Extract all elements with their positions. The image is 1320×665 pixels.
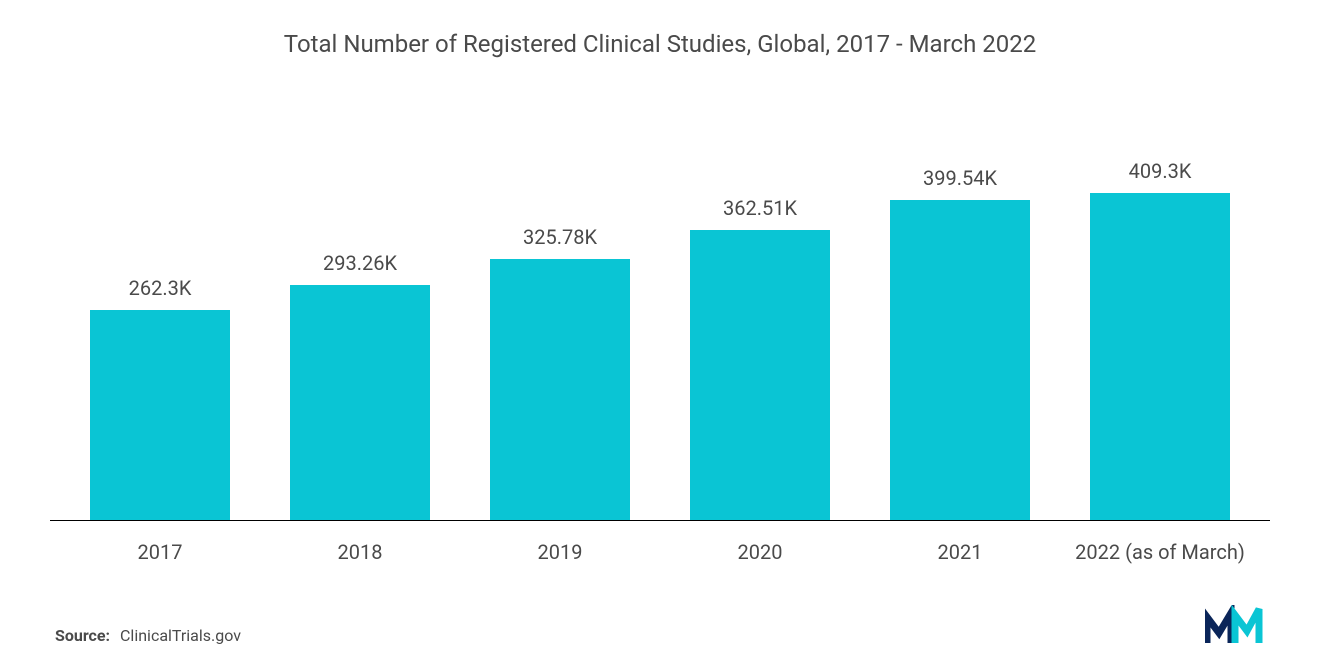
bar xyxy=(1090,193,1230,520)
bar xyxy=(290,285,430,520)
source-citation: Source: ClinicalTrials.gov xyxy=(55,626,241,645)
x-axis-label: 2020 xyxy=(660,531,860,565)
brand-logo-icon xyxy=(1205,605,1265,645)
bar-group: 325.78K xyxy=(460,118,660,520)
source-label: Source: xyxy=(55,626,110,645)
source-value: ClinicalTrials.gov xyxy=(120,626,241,645)
x-axis-label: 2017 xyxy=(60,531,260,565)
chart-footer: Source: ClinicalTrials.gov xyxy=(50,605,1270,645)
chart-container: Total Number of Registered Clinical Stud… xyxy=(0,0,1320,665)
x-axis-label: 2018 xyxy=(260,531,460,565)
bar-value-label: 399.54K xyxy=(923,166,997,190)
bar-group: 293.26K xyxy=(260,118,460,520)
bar xyxy=(890,200,1030,520)
x-axis-label: 2021 xyxy=(860,531,1060,565)
bar-value-label: 325.78K xyxy=(523,225,597,249)
bar xyxy=(490,259,630,520)
x-axis-label: 2022 (as of March) xyxy=(1060,531,1260,565)
x-axis-label: 2019 xyxy=(460,531,660,565)
bar-group: 262.3K xyxy=(60,118,260,520)
bar-value-label: 293.26K xyxy=(323,251,397,275)
bar-value-label: 262.3K xyxy=(129,276,192,300)
chart-title: Total Number of Registered Clinical Stud… xyxy=(50,30,1270,58)
plot-area: 262.3K 293.26K 325.78K 362.51K 399.54K 409.3K xyxy=(50,118,1270,520)
bar-value-label: 362.51K xyxy=(723,196,797,220)
bar-group: 409.3K xyxy=(1060,118,1260,520)
bar xyxy=(690,230,830,520)
bar xyxy=(90,310,230,520)
bar-group: 362.51K xyxy=(660,118,860,520)
bar-group: 399.54K xyxy=(860,118,1060,520)
x-axis: 201720182019202020212022 (as of March) xyxy=(50,520,1270,565)
bar-value-label: 409.3K xyxy=(1129,159,1192,183)
